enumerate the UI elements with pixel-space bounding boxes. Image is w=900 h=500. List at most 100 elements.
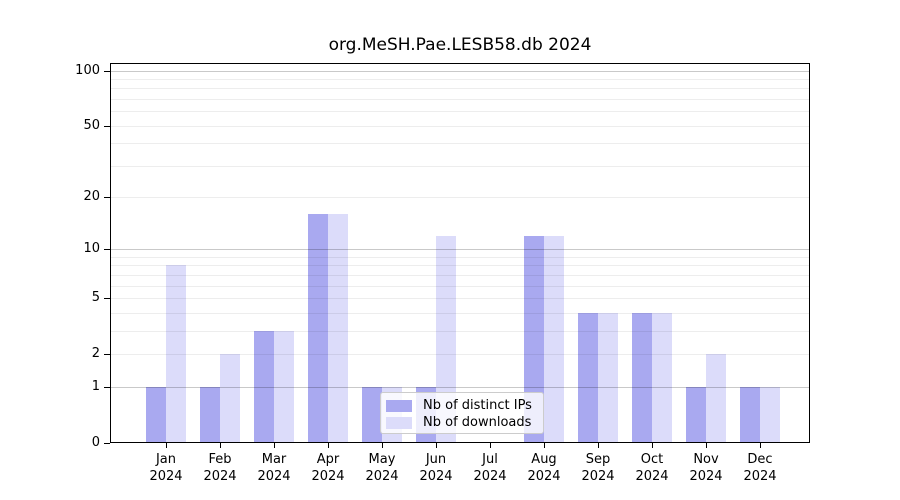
- bar-ips-apr: [308, 214, 328, 443]
- x-tick-aug: [544, 443, 545, 448]
- gridline-y-8: [111, 265, 809, 266]
- x-tick-label-aug: Aug 2024: [514, 451, 574, 485]
- x-tick-label-oct: Oct 2024: [622, 451, 682, 485]
- x-tick-jun: [436, 443, 437, 448]
- x-tick-year-mar: 2024: [257, 469, 291, 484]
- x-tick-year-nov: 2024: [689, 469, 723, 484]
- bar-ips-dec: [740, 386, 760, 443]
- y-tick-label-5: 5: [91, 290, 100, 305]
- bar-ips-aug: [524, 235, 544, 443]
- plot-spine-top: [110, 63, 810, 64]
- y-tick-0: [104, 443, 110, 444]
- y-tick-label-1: 1: [91, 379, 100, 394]
- chart-title: org.MeSH.Pae.LESB58.db 2024: [328, 35, 592, 55]
- bar-ips-sep: [578, 312, 598, 443]
- y-tick-20: [104, 197, 110, 198]
- x-tick-nov: [706, 443, 707, 448]
- bar-downloads-aug: [544, 235, 564, 443]
- gridline-y-30: [111, 166, 809, 167]
- gridline-y-100: [111, 71, 809, 72]
- gridline-y-70: [111, 99, 809, 100]
- bar-ips-oct: [632, 312, 652, 443]
- x-tick-label-dec: Dec 2024: [730, 451, 790, 485]
- x-tick-label-nov: Nov 2024: [676, 451, 736, 485]
- gridline-y-90: [111, 79, 809, 80]
- x-tick-label-jan: Jan 2024: [136, 451, 196, 485]
- gridline-y-7: [111, 275, 809, 276]
- y-tick-label-100: 100: [75, 63, 100, 78]
- x-tick-label-sep: Sep 2024: [568, 451, 628, 485]
- legend: Nb of distinct IPs Nb of downloads: [380, 392, 544, 434]
- gridline-y-80: [111, 88, 809, 89]
- gridline-y-6: [111, 286, 809, 287]
- x-tick-label-may: May 2024: [352, 451, 412, 485]
- y-tick-1: [104, 387, 110, 388]
- bar-downloads-jun: [436, 235, 456, 443]
- x-tick-year-sep: 2024: [581, 469, 615, 484]
- plot-spine-right: [809, 63, 810, 443]
- bar-downloads-jan: [166, 265, 186, 443]
- x-tick-year-feb: 2024: [203, 469, 237, 484]
- bar-ips-mar: [254, 330, 274, 443]
- bar-downloads-apr: [328, 214, 348, 443]
- x-tick-label-apr: Apr 2024: [298, 451, 358, 485]
- x-tick-year-may: 2024: [365, 469, 399, 484]
- x-tick-sep: [598, 443, 599, 448]
- gridline-y-5: [111, 298, 809, 299]
- bar-downloads-mar: [274, 330, 294, 443]
- y-tick-2: [104, 354, 110, 355]
- legend-item-downloads: Nb of downloads: [386, 414, 543, 431]
- x-tick-may: [382, 443, 383, 448]
- plot-spine-bottom: [110, 442, 810, 443]
- x-tick-apr: [328, 443, 329, 448]
- x-tick-year-jun: 2024: [419, 469, 453, 484]
- gridline-y-60: [111, 111, 809, 112]
- gridline-y-20: [111, 197, 809, 198]
- bar-ips-feb: [200, 386, 220, 443]
- y-tick-label-10: 10: [83, 241, 100, 256]
- gridline-y-1: [111, 387, 809, 388]
- x-tick-oct: [652, 443, 653, 448]
- y-tick-label-0: 0: [91, 435, 100, 450]
- bar-ips-may: [362, 386, 382, 443]
- plot-area: Nb of distinct IPs Nb of downloads: [110, 63, 810, 443]
- legend-swatch-distinct-ips: [386, 399, 412, 412]
- x-tick-label-mar: Mar 2024: [244, 451, 304, 485]
- bar-downloads-sep: [598, 312, 618, 443]
- y-tick-label-2: 2: [91, 346, 100, 361]
- y-tick-10: [104, 249, 110, 250]
- y-tick-100: [104, 71, 110, 72]
- bar-ips-jan: [146, 386, 166, 443]
- legend-label-distinct-ips: Nb of distinct IPs: [423, 398, 532, 413]
- x-tick-label-feb: Feb 2024: [190, 451, 250, 485]
- bar-downloads-dec: [760, 386, 780, 443]
- gridline-y-40: [111, 143, 809, 144]
- y-tick-label-50: 50: [83, 118, 100, 133]
- y-tick-5: [104, 298, 110, 299]
- gridline-y-50: [111, 126, 809, 127]
- x-tick-year-oct: 2024: [635, 469, 669, 484]
- y-tick-label-20: 20: [83, 189, 100, 204]
- x-tick-feb: [220, 443, 221, 448]
- x-tick-year-apr: 2024: [311, 469, 345, 484]
- x-tick-label-jun: Jun 2024: [406, 451, 466, 485]
- legend-item-distinct-ips: Nb of distinct IPs: [386, 397, 543, 414]
- y-tick-50: [104, 126, 110, 127]
- legend-label-downloads: Nb of downloads: [423, 415, 532, 430]
- legend-swatch-downloads: [386, 416, 412, 429]
- bar-downloads-nov: [706, 353, 726, 443]
- x-tick-jan: [166, 443, 167, 448]
- gridline-y-4: [111, 313, 809, 314]
- bar-ips-nov: [686, 386, 706, 443]
- x-tick-year-aug: 2024: [527, 469, 561, 484]
- x-tick-mar: [274, 443, 275, 448]
- x-tick-label-jul: Jul 2024: [460, 451, 520, 485]
- bar-downloads-feb: [220, 353, 240, 443]
- gridline-y-10: [111, 249, 809, 250]
- x-tick-year-jan: 2024: [149, 469, 183, 484]
- gridline-y-9: [111, 257, 809, 258]
- x-tick-year-dec: 2024: [743, 469, 777, 484]
- gridline-y-2: [111, 354, 809, 355]
- x-tick-year-jul: 2024: [473, 469, 507, 484]
